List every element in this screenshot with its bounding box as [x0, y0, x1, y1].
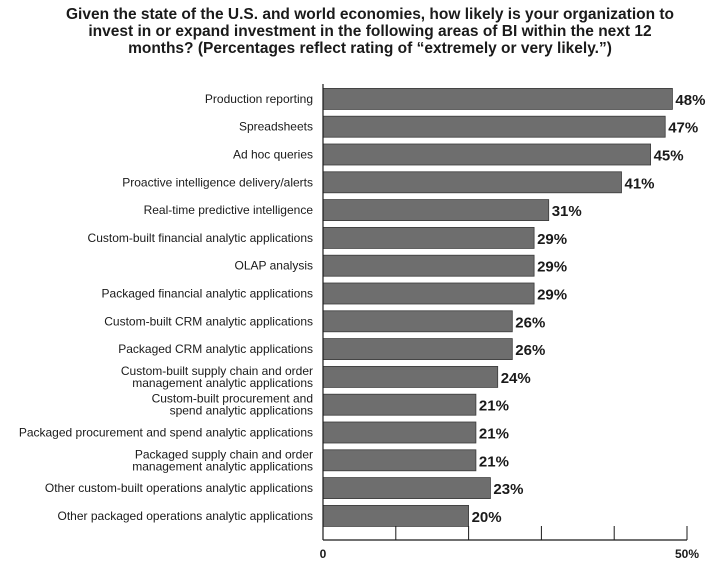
value-label: 29%	[537, 231, 567, 248]
category-label: Real-time predictive intelligence	[144, 203, 314, 217]
category-label: Packaged financial analytic applications	[102, 287, 313, 301]
category-label: Custom-built supply chain and order manag…	[121, 364, 313, 390]
category-label: Packaged procurement and spend analytic …	[19, 426, 313, 440]
category-label: OLAP analysis	[235, 259, 314, 273]
chart-title: Given the state of the U.S. and world ec…	[65, 6, 675, 57]
bar	[322, 365, 499, 388]
value-label: 20%	[472, 509, 502, 526]
category-label: Other custom-built operations analytic a…	[45, 481, 313, 495]
bar	[322, 282, 535, 305]
category-label: Packaged supply chain and order managemen…	[132, 447, 313, 473]
value-label: 41%	[625, 175, 655, 192]
bars-group	[322, 88, 673, 527]
category-label: Proactive intelligence delivery/alerts	[122, 175, 313, 189]
axes-group: 0 50%	[320, 84, 699, 561]
bar	[322, 115, 666, 138]
x-tick-label: 0	[320, 547, 327, 561]
bar	[322, 421, 477, 444]
category-label: Custom-built procurement and spend analyt…	[152, 392, 313, 418]
bar	[322, 199, 550, 222]
x-tick-label: 50%	[675, 547, 699, 561]
bar	[322, 143, 652, 166]
value-label: 31%	[552, 203, 582, 220]
bar	[322, 477, 491, 500]
category-labels-group: Production reporting Spreadsheets Ad hoc q…	[19, 92, 314, 523]
bar	[322, 254, 535, 277]
bar	[322, 88, 673, 110]
bar	[322, 393, 477, 416]
bar	[322, 310, 513, 333]
value-label: 26%	[515, 314, 545, 331]
value-label: 24%	[501, 370, 531, 387]
value-label: 21%	[479, 398, 509, 415]
bar	[322, 449, 477, 472]
bar	[322, 504, 470, 527]
value-label: 48%	[675, 92, 705, 109]
value-label: 29%	[537, 287, 567, 304]
bar	[322, 171, 622, 194]
category-label: Ad hoc queries	[233, 148, 313, 162]
category-label: Custom-built CRM analytic applications	[104, 314, 313, 328]
category-label: Packaged CRM analytic applications	[118, 342, 313, 356]
value-label: 23%	[493, 481, 523, 498]
value-label: 47%	[668, 120, 698, 137]
value-label: 26%	[515, 342, 545, 359]
category-label: Spreadsheets	[239, 120, 313, 134]
value-label: 45%	[654, 148, 684, 165]
value-label: 29%	[537, 259, 567, 276]
value-labels-group: 48% 47% 45% 41% 31% 29% 29% 29% 26% 26% 24% 21% 21% 2…	[472, 92, 706, 526]
bar	[322, 338, 513, 361]
value-label: 21%	[479, 426, 509, 443]
category-label: Production reporting	[205, 92, 313, 106]
bar	[322, 226, 535, 249]
value-label: 21%	[479, 453, 509, 470]
category-label: Other packaged operations analytic appli…	[58, 509, 314, 523]
category-label: Custom-built financial analytic applicat…	[88, 231, 313, 245]
